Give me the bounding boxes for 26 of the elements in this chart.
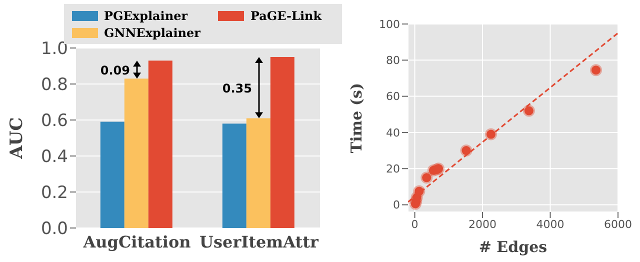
y-tick-label: 1.0 bbox=[40, 39, 68, 60]
x-tick-label: 0 bbox=[411, 218, 418, 231]
y-tick-label: 20 bbox=[386, 162, 400, 176]
y-tick-label: 100 bbox=[379, 18, 400, 31]
y-tick-label: 60 bbox=[386, 90, 400, 104]
x-tick-label: 4000 bbox=[536, 218, 564, 231]
y-tick-label: 0.8 bbox=[40, 75, 68, 96]
legend-label: GNNExplainer bbox=[103, 24, 200, 41]
y-tick-label: 80 bbox=[386, 54, 400, 68]
y-tick-label: 0.6 bbox=[40, 111, 68, 132]
legend-label: PaGE-Link bbox=[249, 8, 322, 24]
y-tick-label: 0.0 bbox=[40, 219, 68, 240]
y-axis-title: AUC bbox=[7, 117, 28, 160]
y-tick-label: 0.4 bbox=[40, 147, 68, 168]
y-tick-label: 40 bbox=[386, 126, 400, 140]
y-axis-title: Time (s) bbox=[347, 82, 366, 154]
annotation: 0.35 bbox=[222, 82, 252, 96]
x-tick-label: AugCitation bbox=[82, 232, 192, 252]
annotation: 0.09 bbox=[100, 64, 130, 78]
y-tick-label: 0 bbox=[393, 198, 400, 212]
legend-label: PGExplainer bbox=[103, 8, 189, 24]
x-axis-title: # Edges bbox=[478, 238, 548, 256]
x-tick-label: 2000 bbox=[468, 218, 497, 231]
x-tick-label: UserItemAttr bbox=[200, 232, 320, 252]
y-tick-label: 0.2 bbox=[40, 183, 68, 204]
x-tick-label: 6000 bbox=[604, 218, 632, 231]
